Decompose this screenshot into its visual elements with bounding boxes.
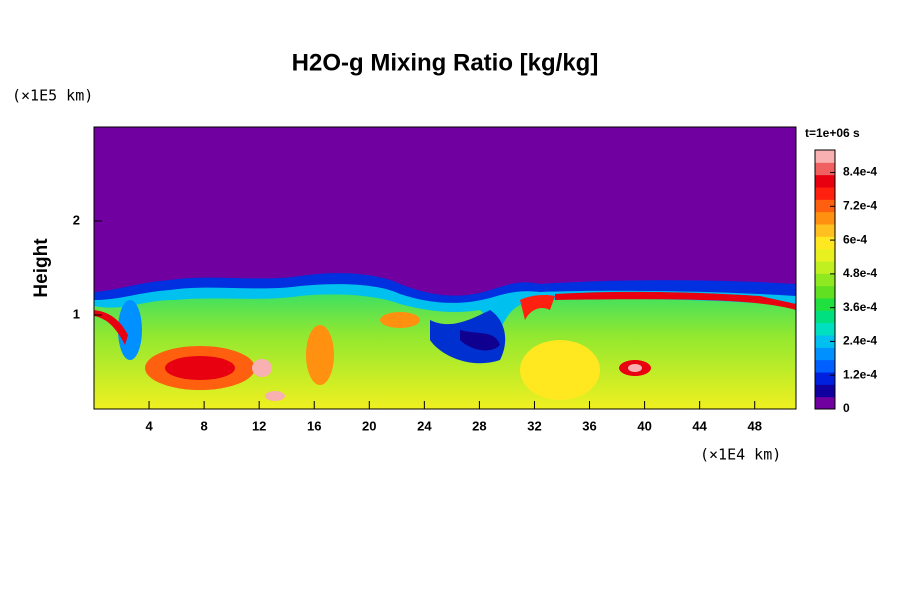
colorbar-band — [815, 199, 835, 213]
colorbar-band — [815, 224, 835, 237]
colorbar-band — [815, 285, 835, 299]
colorbar-tick-label: 8.4e-4 — [843, 165, 877, 179]
colorbar-band — [815, 347, 835, 361]
colorbar-tick-label: 4.8e-4 — [843, 266, 877, 280]
colorbar-band — [815, 211, 835, 225]
x-tick-label: 16 — [307, 418, 321, 433]
x-tick-label: 48 — [747, 418, 761, 433]
colorbar-band — [815, 174, 835, 188]
x-tick-label: 40 — [637, 418, 651, 433]
colorbar-tick-label: 6e-4 — [843, 232, 867, 246]
time-label: t=1e+06 s — [805, 126, 860, 140]
colorbar-band — [815, 248, 835, 262]
x-tick-label: 28 — [472, 418, 486, 433]
x-tick-label: 24 — [417, 418, 432, 433]
y-tick-label: 1 — [73, 306, 80, 321]
colorbar-band — [815, 310, 835, 324]
x-tick-label: 12 — [252, 418, 266, 433]
colorbar-band — [815, 150, 835, 163]
colorbar-band — [815, 322, 835, 336]
colorbar-band — [815, 261, 835, 274]
colorbar-band — [815, 162, 835, 176]
chart-title: H2O-g Mixing Ratio [kg/kg] — [292, 49, 599, 76]
colorbar-tick-label: 7.2e-4 — [843, 198, 877, 212]
colorbar-tick-label: 0 — [843, 401, 850, 415]
colorbar-band — [815, 187, 835, 200]
colorbar-band — [815, 273, 835, 287]
colorbar-band — [815, 298, 835, 311]
y-unit: (×1E5 km) — [12, 87, 93, 105]
x-tick-label: 44 — [692, 418, 707, 433]
field — [94, 127, 796, 409]
colorbar-tick-label: 2.4e-4 — [843, 334, 877, 348]
x-tick-label: 32 — [527, 418, 541, 433]
colorbar-band — [815, 236, 835, 250]
colorbar-tick-label: 3.6e-4 — [843, 300, 877, 314]
x-tick-label: 36 — [582, 418, 596, 433]
y-axis-label: Height — [31, 238, 52, 298]
colorbar-band — [815, 396, 835, 410]
x-tick-label: 20 — [362, 418, 376, 433]
colorbar-band — [815, 372, 835, 385]
colorbar-band — [815, 359, 835, 373]
x-unit: (×1E4 km) — [700, 446, 781, 464]
x-tick-label: 4 — [145, 418, 153, 433]
colorbar-band — [815, 384, 835, 398]
colorbar-frame — [814, 149, 836, 410]
colorbar-band — [815, 335, 835, 348]
x-tick-label: 8 — [201, 418, 208, 433]
colorbar-tick-label: 1.2e-4 — [843, 367, 877, 381]
y-tick-label: 2 — [73, 212, 80, 227]
plot-frame — [93, 126, 797, 410]
